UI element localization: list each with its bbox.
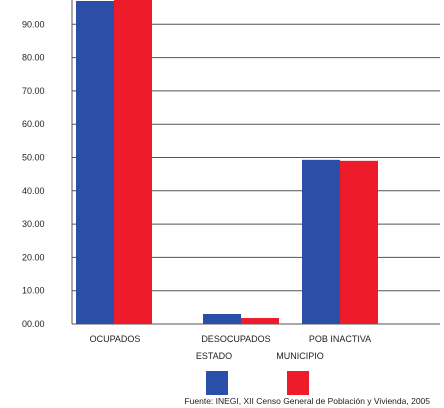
legend-swatch bbox=[287, 371, 309, 395]
bar-municipio-pob-inactiva bbox=[340, 160, 378, 324]
category-label: POB INACTIVA bbox=[309, 334, 371, 344]
legend-label: ESTADO bbox=[196, 351, 232, 361]
category-labels: OCUPADOS DESOCUPADOS POB INACTIVA bbox=[90, 334, 372, 344]
y-tick-label: 00.00 bbox=[22, 319, 45, 329]
y-tick-label: 60.00 bbox=[22, 119, 45, 129]
bar-estado-ocupados bbox=[76, 0, 114, 325]
y-tick-label: 20.00 bbox=[22, 252, 45, 262]
y-tick-label: 50.00 bbox=[22, 153, 45, 163]
legend-label: MUNICIPIO bbox=[276, 351, 324, 361]
bar-municipio-desocupados bbox=[241, 318, 279, 324]
bar-municipio-ocupados bbox=[114, 0, 152, 324]
source-note: Fuente: INEGI, XII Censo General de Pobl… bbox=[184, 396, 430, 406]
y-tick-label: 40.00 bbox=[22, 186, 45, 196]
category-label: OCUPADOS bbox=[90, 334, 141, 344]
y-tick-label: 30.00 bbox=[22, 219, 45, 229]
legend: ESTADO MUNICIPIO bbox=[196, 351, 324, 395]
bar-estado-desocupados bbox=[203, 314, 241, 324]
bar-estado-pob-inactiva bbox=[302, 159, 340, 324]
y-tick-label: 10.00 bbox=[22, 286, 45, 296]
y-tick-label: 80.00 bbox=[22, 53, 45, 63]
category-label: DESOCUPADOS bbox=[201, 334, 270, 344]
y-tick-labels: 00.00 10.00 20.00 30.00 40.00 50.00 60.00 70.00… bbox=[22, 19, 45, 329]
legend-swatch bbox=[206, 371, 228, 395]
bars bbox=[76, 0, 378, 325]
y-tick-label: 70.00 bbox=[22, 86, 45, 96]
y-tick-label: 90.00 bbox=[22, 19, 45, 29]
